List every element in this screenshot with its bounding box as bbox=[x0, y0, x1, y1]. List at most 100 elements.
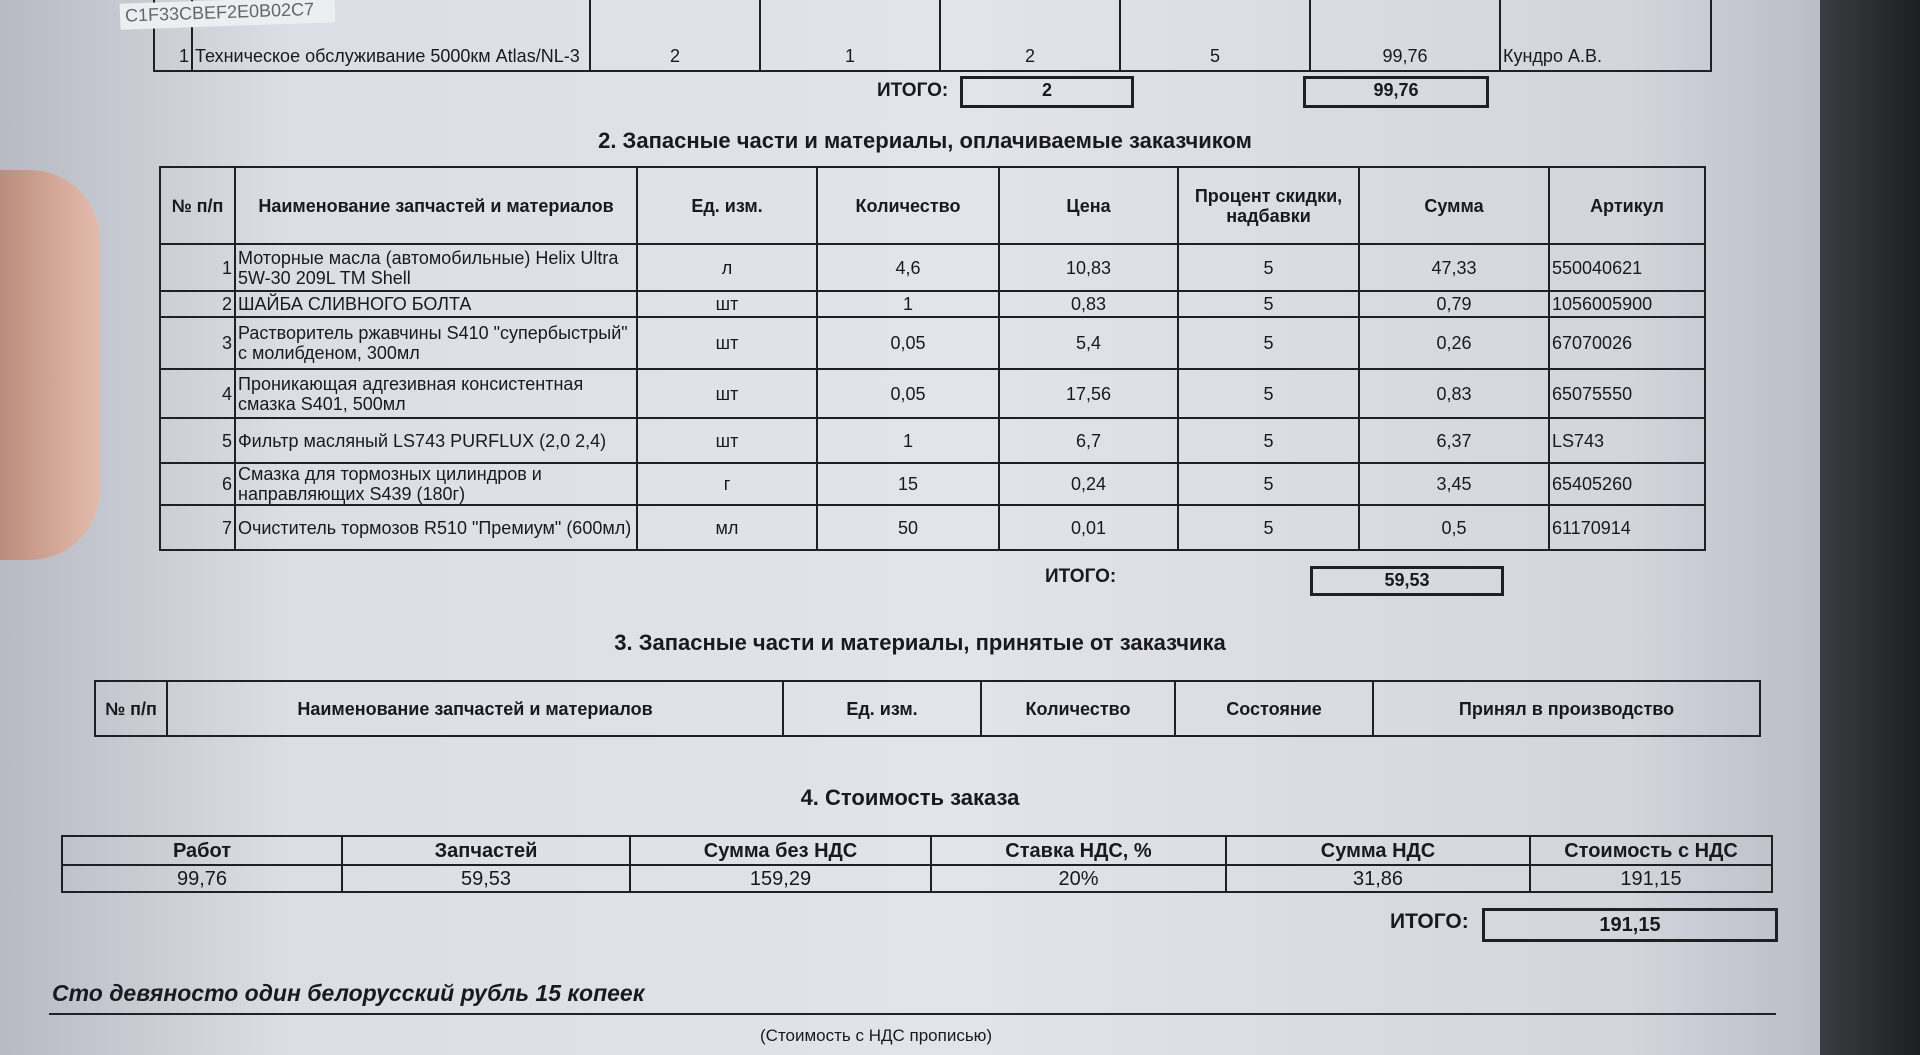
table-row: 1 Моторные масла (автомобильные) Helix Ul… bbox=[159, 243, 1706, 292]
cell-value: 1 bbox=[759, 0, 941, 72]
cell-num: 5 bbox=[159, 417, 236, 464]
cell-name: Смазка для тормозных цилиндров и направл… bbox=[234, 462, 638, 506]
parts-total: 59,53 bbox=[1310, 566, 1504, 596]
column-header: Сумма bbox=[1358, 166, 1550, 245]
cell-sum: 0,5 bbox=[1358, 504, 1550, 551]
column-header: Сумма НДС bbox=[1225, 835, 1531, 866]
table-row: 1 Техническое обслуживание 5000км Atlas/… bbox=[153, 0, 1712, 72]
cell-unit: г bbox=[636, 462, 818, 506]
cell-value: 5 bbox=[1119, 0, 1311, 72]
cell-discount: 5 bbox=[1177, 290, 1360, 318]
cell-worker: Кундро А.В. bbox=[1499, 0, 1712, 72]
cell-num: 6 bbox=[159, 462, 236, 506]
cell-discount: 5 bbox=[1177, 316, 1360, 370]
cell-sum: 0,26 bbox=[1358, 316, 1550, 370]
cell-discount: 5 bbox=[1177, 368, 1360, 419]
column-header: Ставка НДС, % bbox=[930, 835, 1227, 866]
cell-article: 65075550 bbox=[1548, 368, 1706, 419]
cell-qty: 50 bbox=[816, 504, 1000, 551]
works-table-tail: 1 Техническое обслуживание 5000км Atlas/… bbox=[153, 0, 1712, 72]
column-header: Цена bbox=[998, 166, 1179, 245]
cell-unit: шт bbox=[636, 368, 818, 419]
cell-name: Фильтр масляный LS743 PURFLUX (2,0 2,4) bbox=[234, 417, 638, 464]
cell-name: ШАЙБА СЛИВНОГО БОЛТА bbox=[234, 290, 638, 318]
cell-sum: 47,33 bbox=[1358, 243, 1550, 292]
cell-discount: 5 bbox=[1177, 462, 1360, 506]
background-car-interior bbox=[1820, 0, 1920, 1055]
cell-qty: 1 bbox=[816, 290, 1000, 318]
total-label: ИТОГО: bbox=[1390, 910, 1469, 933]
amount-in-words: Сто девяносто один белорусский рубль 15 … bbox=[52, 980, 645, 1006]
order-cost-table: Работ Запчастей Сумма без НДС Ставка НДС, %… bbox=[61, 835, 1773, 893]
column-header: Ед. изм. bbox=[782, 680, 982, 737]
cell-name: Техническое обслуживание 5000км Atlas/NL… bbox=[191, 0, 591, 72]
parts-table: № п/п Наименование запчастей и материалов… bbox=[159, 166, 1706, 551]
cell-sum: 6,37 bbox=[1358, 417, 1550, 464]
cell-qty: 0,05 bbox=[816, 368, 1000, 419]
table-row: 7 Очиститель тормозов R510 "Премиум" (600… bbox=[159, 504, 1706, 551]
cell-qty: 4,6 bbox=[816, 243, 1000, 292]
holding-thumb bbox=[0, 170, 100, 560]
cell-name: Растворитель ржавчины S410 "супербыстрый… bbox=[234, 316, 638, 370]
cell-value: 20% bbox=[930, 864, 1227, 893]
cell-num: 1 bbox=[159, 243, 236, 292]
section4-title: 4. Стоимость заказа bbox=[800, 785, 1020, 810]
column-header: Ед. изм. bbox=[636, 166, 818, 245]
cell-sum: 0,79 bbox=[1358, 290, 1550, 318]
order-total: 191,15 bbox=[1482, 908, 1778, 942]
cell-value: 99,76 bbox=[61, 864, 343, 893]
column-header: № п/п bbox=[94, 680, 168, 737]
cell-price: 5,4 bbox=[998, 316, 1179, 370]
cell-value: 191,15 bbox=[1529, 864, 1773, 893]
column-header: Сумма без НДС bbox=[629, 835, 932, 866]
cell-sum: 3,45 bbox=[1358, 462, 1550, 506]
cell-article: 65405260 bbox=[1548, 462, 1706, 506]
cell-price: 10,83 bbox=[998, 243, 1179, 292]
cell-discount: 5 bbox=[1177, 243, 1360, 292]
total-label: ИТОГО: bbox=[1045, 566, 1117, 587]
cell-unit: мл bbox=[636, 504, 818, 551]
cell-price: 17,56 bbox=[998, 368, 1179, 419]
header-row: № п/п Наименование запчастей и материалов… bbox=[159, 166, 1706, 245]
header-row: Работ Запчастей Сумма без НДС Ставка НДС, %… bbox=[61, 835, 1773, 866]
cell-num: 7 bbox=[159, 504, 236, 551]
cell-article: LS743 bbox=[1548, 417, 1706, 464]
table-row: 6 Смазка для тормозных цилиндров и направ… bbox=[159, 462, 1706, 506]
cell-qty: 0,05 bbox=[816, 316, 1000, 370]
cell-article: 61170914 bbox=[1548, 504, 1706, 551]
header-row: № п/п Наименование запчастей и материалов… bbox=[94, 680, 1761, 737]
cell-sum: 99,76 bbox=[1309, 0, 1501, 72]
column-header: Работ bbox=[61, 835, 343, 866]
cell-article: 67070026 bbox=[1548, 316, 1706, 370]
cell-price: 0,83 bbox=[998, 290, 1179, 318]
cell-unit: шт bbox=[636, 417, 818, 464]
cell-unit: шт bbox=[636, 316, 818, 370]
cell-value: 159,29 bbox=[629, 864, 932, 893]
column-header: Принял в производство bbox=[1372, 680, 1761, 737]
cell-value: 31,86 bbox=[1225, 864, 1531, 893]
table-row: 4 Проникающая адгезивная консистентная см… bbox=[159, 368, 1706, 419]
table-row: 2 ШАЙБА СЛИВНОГО БОЛТА шт 1 0,83 5 0,79 1056005… bbox=[159, 290, 1706, 318]
cell-discount: 5 bbox=[1177, 504, 1360, 551]
column-header: Стоимость с НДС bbox=[1529, 835, 1773, 866]
table-row: 5 Фильтр масляный LS743 PURFLUX (2,0 2,4)… bbox=[159, 417, 1706, 464]
cell-num: 3 bbox=[159, 316, 236, 370]
cell-num: 2 bbox=[159, 290, 236, 318]
column-header: Артикул bbox=[1548, 166, 1706, 245]
cell-qty: 1 bbox=[816, 417, 1000, 464]
divider bbox=[49, 1013, 1776, 1015]
column-header: Запчастей bbox=[341, 835, 631, 866]
column-header: Наименование запчастей и материалов bbox=[234, 166, 638, 245]
column-header: Процент скидки, надбавки bbox=[1177, 166, 1360, 245]
cell-qty: 15 bbox=[816, 462, 1000, 506]
section3-title: 3. Запасные части и материалы, принятые … bbox=[614, 630, 1226, 655]
column-header: Количество bbox=[980, 680, 1176, 737]
cell-name: Проникающая адгезивная консистентная сма… bbox=[234, 368, 638, 419]
total-qty: 2 bbox=[960, 76, 1134, 108]
cell-discount: 5 bbox=[1177, 417, 1360, 464]
cell-price: 0,24 bbox=[998, 462, 1179, 506]
cell-value: 2 bbox=[589, 0, 761, 72]
cell-value: 2 bbox=[939, 0, 1121, 72]
cell-price: 6,7 bbox=[998, 417, 1179, 464]
column-header: Наименование запчастей и материалов bbox=[166, 680, 784, 737]
